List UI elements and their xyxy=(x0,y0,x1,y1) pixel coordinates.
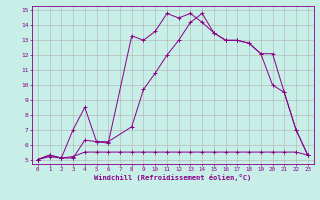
X-axis label: Windchill (Refroidissement éolien,°C): Windchill (Refroidissement éolien,°C) xyxy=(94,174,252,181)
